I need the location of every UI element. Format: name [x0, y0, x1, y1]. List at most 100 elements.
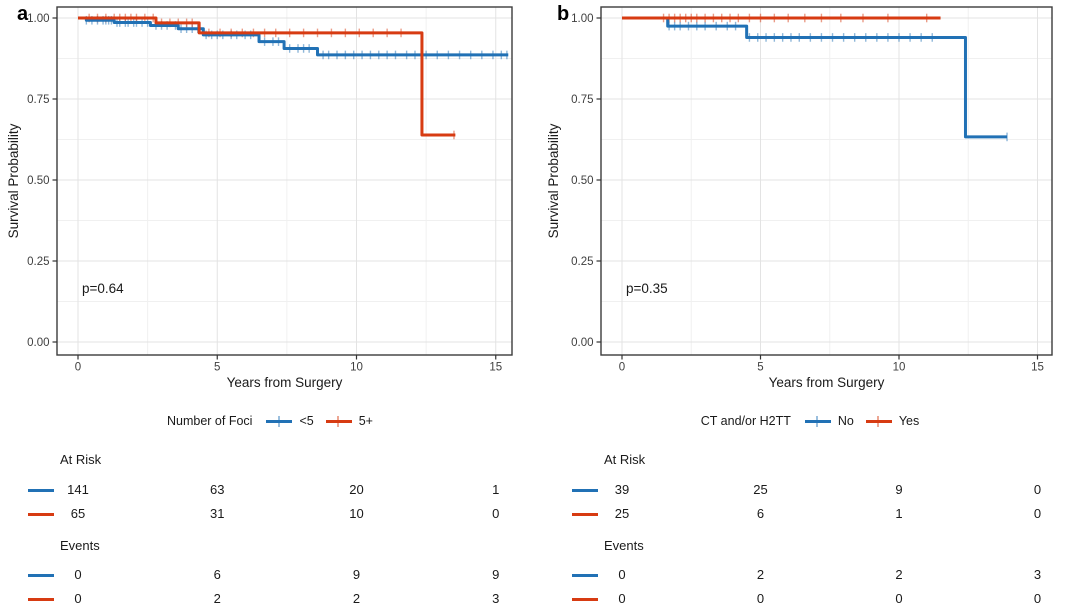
axis-ticks — [52, 17, 497, 360]
series-color-swatch — [572, 597, 598, 602]
y-tick-label: 0.00 — [27, 337, 49, 349]
legend-entry-label: No — [837, 414, 854, 428]
axis-tick-labels: 0 5 10 15 1.00 0.75 0.50 0.25 0.00 — [571, 13, 1044, 374]
y-tick-label: 1.00 — [27, 13, 49, 25]
grid-minor — [601, 7, 1052, 355]
legend-entry: <5 — [266, 414, 314, 428]
grid-minor — [57, 7, 512, 355]
legend-title: CT and/or H2TT — [700, 414, 791, 428]
line-key-icon — [325, 415, 352, 427]
event-count: 2 — [213, 591, 221, 606]
event-count: 0 — [74, 567, 82, 582]
at-risk-count: 9 — [895, 482, 903, 497]
at-risk-count: 0 — [1033, 506, 1042, 521]
legend-entry-label: 5+ — [358, 414, 373, 428]
panel-border — [56, 6, 513, 356]
at-risk-count: 0 — [492, 506, 500, 521]
legend: CT and/or H2TT No Yes — [540, 411, 1080, 431]
legend-entry: No — [804, 414, 854, 428]
y-tick-label: 1.00 — [571, 13, 593, 25]
series-color-swatch — [28, 597, 54, 602]
risk-table: At Risk 141 63 20 1 65 31 10 0 Events 0 6 9 9 0 2 2 3 — [28, 452, 500, 606]
y-tick-label: 0.75 — [27, 94, 49, 106]
panel-border — [600, 6, 1053, 356]
risk-table: At Risk 39 25 9 0 25 6 1 0 Events 0 2 2 3 0 0 0 0 — [540, 0, 1080, 611]
panel-letter-a: a — [17, 3, 29, 25]
legend-entry: 5+ — [325, 414, 373, 428]
x-tick-label: 15 — [1031, 362, 1044, 374]
event-count: 0 — [618, 591, 626, 606]
at-risk-count: 1 — [895, 506, 903, 521]
event-count: 2 — [352, 591, 361, 606]
y-tick-label: 0.25 — [27, 256, 49, 268]
y-tick-label: 0.25 — [571, 256, 593, 268]
legend: Number of Foci <5 5+ — [0, 411, 540, 431]
event-count: 0 — [895, 591, 903, 606]
line-key-icon — [804, 415, 831, 427]
event-count: 0 — [618, 567, 626, 582]
x-tick-label: 5 — [757, 362, 763, 374]
x-tick-label: 0 — [619, 362, 625, 374]
km-curve-0 — [78, 16, 509, 57]
series-color-swatch — [572, 488, 598, 493]
line-key-icon — [266, 415, 293, 427]
at-risk-count: 141 — [67, 482, 89, 497]
event-count: 0 — [1033, 591, 1042, 606]
table-section-label: Events — [604, 538, 644, 553]
at-risk-count: 39 — [614, 482, 630, 497]
event-count: 6 — [213, 567, 221, 582]
series-color-swatch — [28, 573, 54, 578]
axis-ticks — [596, 17, 1039, 360]
y-tick-label: 0.75 — [571, 94, 593, 106]
event-count: 2 — [756, 567, 765, 582]
at-risk-count: 65 — [70, 506, 86, 521]
table-section-label: Events — [60, 538, 100, 553]
event-count: 2 — [895, 567, 903, 582]
survival-plot-b: 0 5 10 15 1.00 0.75 0.50 0.25 0.00 — [571, 6, 1053, 374]
legend-entry: Yes — [865, 414, 920, 428]
line-key-icon — [865, 415, 892, 427]
at-risk-count: 25 — [753, 482, 768, 497]
x-tick-label: 0 — [75, 362, 81, 374]
table-section-label: At Risk — [60, 452, 102, 467]
event-count: 3 — [492, 591, 500, 606]
event-count: 9 — [352, 567, 361, 582]
event-count: 0 — [74, 591, 82, 606]
series-color-swatch — [28, 488, 54, 493]
x-tick-label: 15 — [489, 362, 502, 374]
x-tick-label: 10 — [893, 362, 906, 374]
at-risk-count: 31 — [210, 506, 225, 521]
at-risk-count: 6 — [756, 506, 765, 521]
y-tick-label: 0.50 — [27, 175, 49, 187]
series-color-swatch — [28, 512, 54, 517]
at-risk-count: 20 — [349, 482, 364, 497]
p-value-annotation: p=0.64 — [82, 281, 124, 296]
x-axis-title: Years from Surgery — [768, 375, 885, 390]
at-risk-count: 10 — [349, 506, 364, 521]
legend-title: Number of Foci — [167, 414, 253, 428]
event-count: 3 — [1033, 567, 1042, 582]
event-count: 9 — [492, 567, 500, 582]
survival-plot-a: 0 5 10 15 1.00 0.75 0.50 0.25 0.00 — [27, 6, 513, 374]
at-risk-count: 25 — [614, 506, 630, 521]
x-axis-title: Years from Surgery — [226, 375, 343, 390]
at-risk-count: 63 — [210, 482, 225, 497]
x-tick-label: 5 — [214, 362, 220, 374]
legend-entry-label: Yes — [898, 414, 920, 428]
x-tick-label: 10 — [350, 362, 363, 374]
axis-tick-labels: 0 5 10 15 1.00 0.75 0.50 0.25 0.00 — [27, 13, 502, 374]
panel-letter-b: b — [557, 3, 570, 25]
event-count: 0 — [756, 591, 765, 606]
series-color-swatch — [572, 512, 598, 517]
at-risk-count: 1 — [492, 482, 500, 497]
legend-entry-label: <5 — [299, 414, 314, 428]
table-section-label: At Risk — [604, 452, 646, 467]
panel-a: 0 5 10 15 1.00 0.75 0.50 0.25 0.00 a Survival Pr… — [0, 3, 540, 606]
p-value-annotation: p=0.35 — [626, 281, 668, 296]
series-color-swatch — [572, 573, 598, 578]
panel-b: 0 5 10 15 1.00 0.75 0.50 0.25 0.00 b Survival Pr… — [540, 0, 1080, 611]
y-tick-label: 0.00 — [571, 337, 593, 349]
km-curve-1 — [78, 16, 456, 137]
y-tick-label: 0.50 — [571, 175, 593, 187]
